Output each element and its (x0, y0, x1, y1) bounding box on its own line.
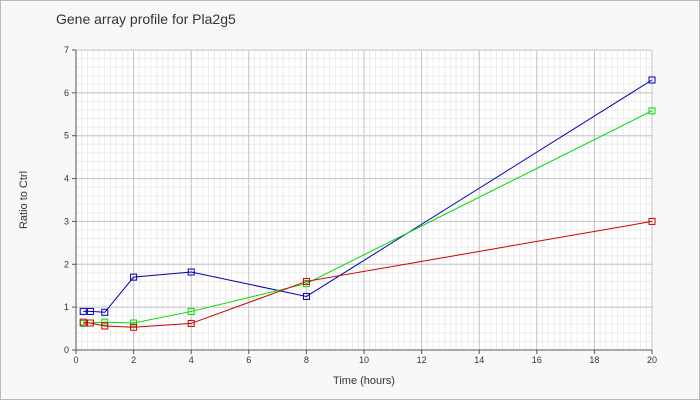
x-tick-label: 10 (359, 355, 369, 365)
x-tick-label: 14 (474, 355, 484, 365)
y-tick-label: 5 (64, 131, 69, 141)
x-axis-label: Time (hours) (333, 375, 395, 387)
x-tick-label: 18 (589, 355, 599, 365)
x-tick-label: 20 (647, 355, 657, 365)
y-tick-label: 6 (64, 88, 69, 98)
y-tick-label: 3 (64, 216, 69, 226)
x-axis-ticks: 0 2 4 6 8 10 12 14 16 18 20 (73, 350, 657, 365)
x-tick-label: 6 (246, 355, 251, 365)
y-tick-label: 4 (64, 174, 69, 184)
y-tick-label: 0 (64, 345, 69, 355)
x-tick-label: 16 (532, 355, 542, 365)
x-tick-label: 4 (189, 355, 194, 365)
x-tick-label: 2 (131, 355, 136, 365)
x-tick-label: 0 (73, 355, 78, 365)
x-tick-label: 12 (417, 355, 427, 365)
y-axis-ticks: 0 1 2 3 4 5 6 7 (64, 45, 76, 355)
y-tick-label: 7 (64, 45, 69, 55)
y-axis-label: Ratio to Ctrl (18, 171, 30, 229)
x-tick-label: 8 (304, 355, 309, 365)
y-tick-label: 1 (64, 302, 69, 312)
y-tick-label: 2 (64, 259, 69, 269)
